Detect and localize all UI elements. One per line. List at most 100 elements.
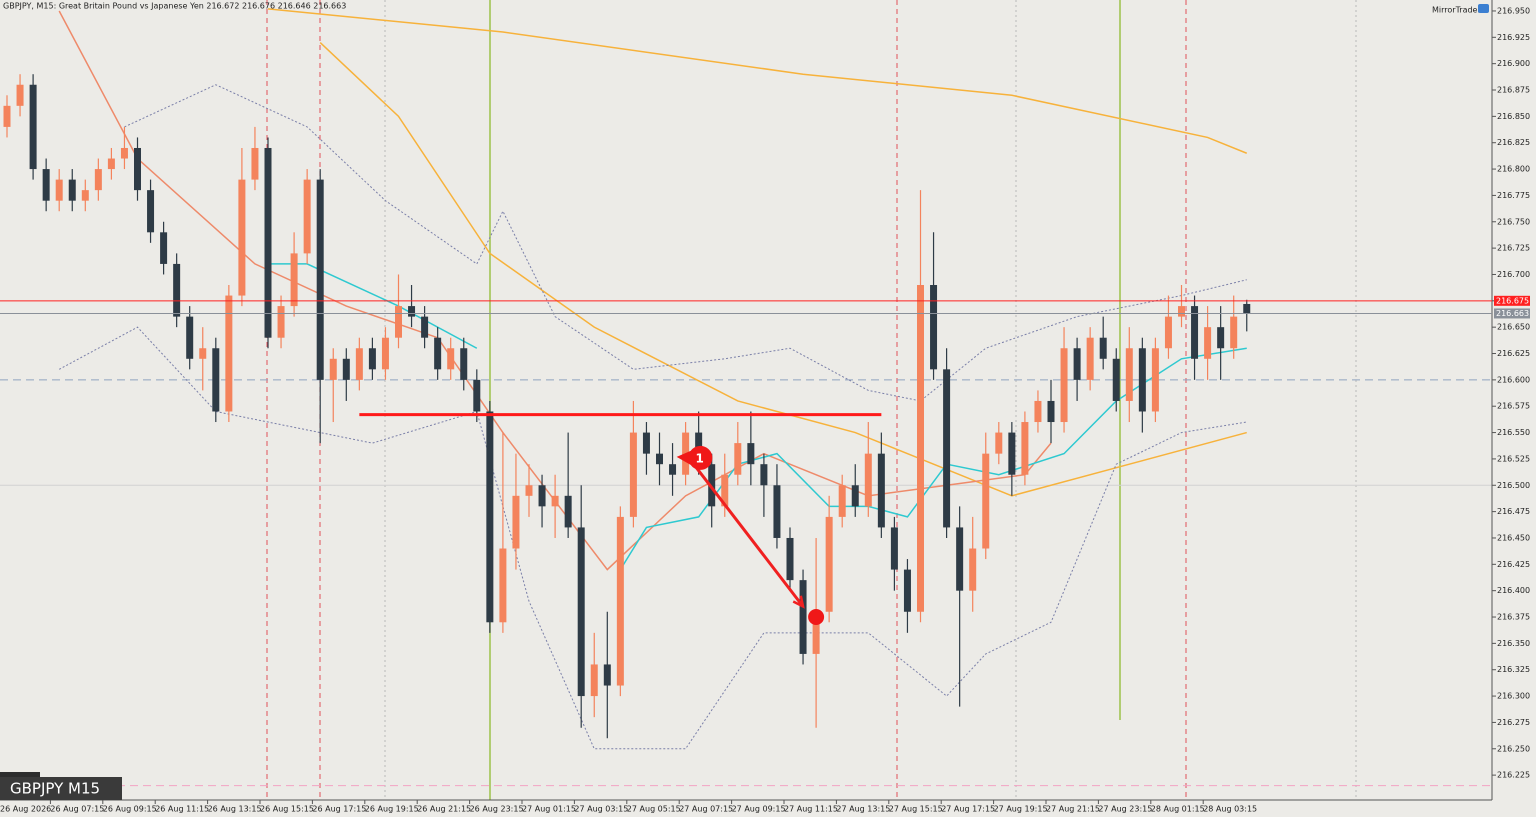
candle-body — [1099, 337, 1107, 359]
candle-body — [1034, 400, 1042, 423]
x-tick-label: 26 Aug 07:15 — [50, 805, 104, 814]
candle-body — [355, 348, 363, 380]
x-tick-label: 27 Aug 03:15 — [574, 805, 628, 814]
candle-body — [969, 548, 977, 591]
candle-body — [342, 358, 350, 380]
y-tick-label: 216.575 — [1497, 402, 1530, 411]
candle-body — [603, 664, 611, 686]
y-tick-label: 216.325 — [1497, 665, 1530, 674]
candle-body — [290, 253, 298, 307]
candle-body — [408, 306, 416, 317]
y-tick-label: 216.625 — [1497, 349, 1530, 358]
symbol-label: GBPJPY M15 — [10, 780, 100, 798]
x-tick-label: 26 Aug 23:15 — [470, 805, 524, 814]
candle-body — [551, 495, 559, 507]
candle-body — [107, 158, 115, 170]
x-tick-label: 27 Aug 09:15 — [732, 805, 786, 814]
candle-body — [825, 516, 833, 612]
x-tick-label: 26 Aug 17:15 — [312, 805, 366, 814]
candle-body — [616, 516, 624, 686]
y-tick-label: 216.375 — [1497, 613, 1530, 622]
candle-body — [799, 580, 807, 654]
header: GBPJPY, M15: Great Britain Pound vs Japa… — [3, 2, 346, 11]
y-tick-label: 216.750 — [1497, 217, 1530, 226]
candle-body — [786, 537, 794, 581]
candle-body — [303, 179, 311, 254]
candle-body — [147, 190, 155, 233]
x-tick-label: 27 Aug 21:15 — [1046, 805, 1100, 814]
x-tick-label: 27 Aug 17:15 — [941, 805, 995, 814]
x-tick-label: 26 Aug 19:15 — [365, 805, 419, 814]
y-tick-label: 216.350 — [1497, 639, 1530, 648]
y-tick-label: 216.900 — [1497, 59, 1530, 68]
candle-body — [812, 611, 820, 654]
candle-body — [434, 337, 442, 370]
candle-body — [1164, 316, 1172, 349]
candle-body — [94, 169, 102, 191]
candle-body — [1204, 327, 1212, 359]
marker-label: 1 — [695, 451, 703, 465]
x-tick-label: 26 Aug 09:15 — [103, 805, 157, 814]
candle-body — [3, 105, 11, 127]
y-tick-label: 216.250 — [1497, 744, 1530, 753]
candle-body — [773, 485, 781, 538]
candle-body — [995, 432, 1003, 454]
y-tick-label: 216.725 — [1497, 244, 1530, 253]
x-tick-label: 28 Aug 03:15 — [1203, 805, 1257, 814]
candle-body — [1191, 306, 1199, 359]
candle-body — [120, 147, 128, 159]
x-tick-label: 26 Aug 21:15 — [417, 805, 471, 814]
y-tick-label: 216.400 — [1497, 586, 1530, 595]
symbol-box — [0, 777, 122, 800]
candle-body — [512, 495, 520, 549]
candle-body — [238, 179, 246, 296]
candle-body — [447, 348, 455, 370]
candle-body — [264, 147, 272, 338]
x-tick-label: 27 Aug 07:15 — [679, 805, 733, 814]
x-tick-label: 27 Aug 13:15 — [836, 805, 890, 814]
session-lines — [266, 0, 1357, 800]
candle-body — [1047, 400, 1055, 423]
x-tick-label: 26 Aug 13:15 — [208, 805, 262, 814]
candle-body — [1073, 348, 1081, 380]
candle-body — [1178, 306, 1185, 317]
candle-body — [629, 432, 637, 517]
candle-body — [1021, 422, 1029, 475]
candle-body — [251, 147, 259, 180]
candle-body — [890, 527, 898, 570]
candle-body — [173, 263, 181, 317]
candle-body — [1151, 348, 1159, 412]
candle-body — [525, 485, 533, 496]
candle-body — [277, 306, 285, 338]
plot: 1 — [0, 8, 1492, 787]
candle-body — [381, 337, 389, 370]
arrow — [684, 452, 805, 608]
indicator-line — [319, 42, 1247, 497]
x-tick-label: 27 Aug 11:15 — [784, 805, 838, 814]
candle-body — [760, 464, 768, 486]
candle-body — [460, 348, 468, 380]
y-tick-label: 216.950 — [1497, 6, 1530, 15]
price-tag — [1494, 295, 1530, 306]
candle-body — [1060, 348, 1068, 423]
candle-body — [212, 348, 220, 412]
y-tick-label: 216.525 — [1497, 454, 1530, 463]
x-tick-label: 27 Aug 19:15 — [994, 805, 1048, 814]
indicator-line — [124, 84, 1247, 402]
y-tick-label: 216.600 — [1497, 375, 1530, 384]
brand: MirrorTrader — [1432, 6, 1481, 15]
candle-body — [721, 474, 729, 507]
candle-body — [838, 485, 846, 517]
x-tick-label: 26 Aug 15:15 — [260, 805, 314, 814]
candle-body — [851, 485, 859, 507]
x-tick-label: 27 Aug 05:15 — [627, 805, 681, 814]
symbol-tab — [0, 772, 40, 777]
candle-body — [669, 464, 677, 475]
marker-pin — [676, 445, 713, 470]
x-tick-label: 26 Aug 2026 — [0, 805, 51, 814]
candle-body — [199, 348, 207, 359]
candle-body — [42, 169, 50, 201]
y-tick-label: 216.475 — [1497, 507, 1530, 516]
candle-body — [329, 358, 337, 380]
candle-body — [395, 306, 402, 338]
